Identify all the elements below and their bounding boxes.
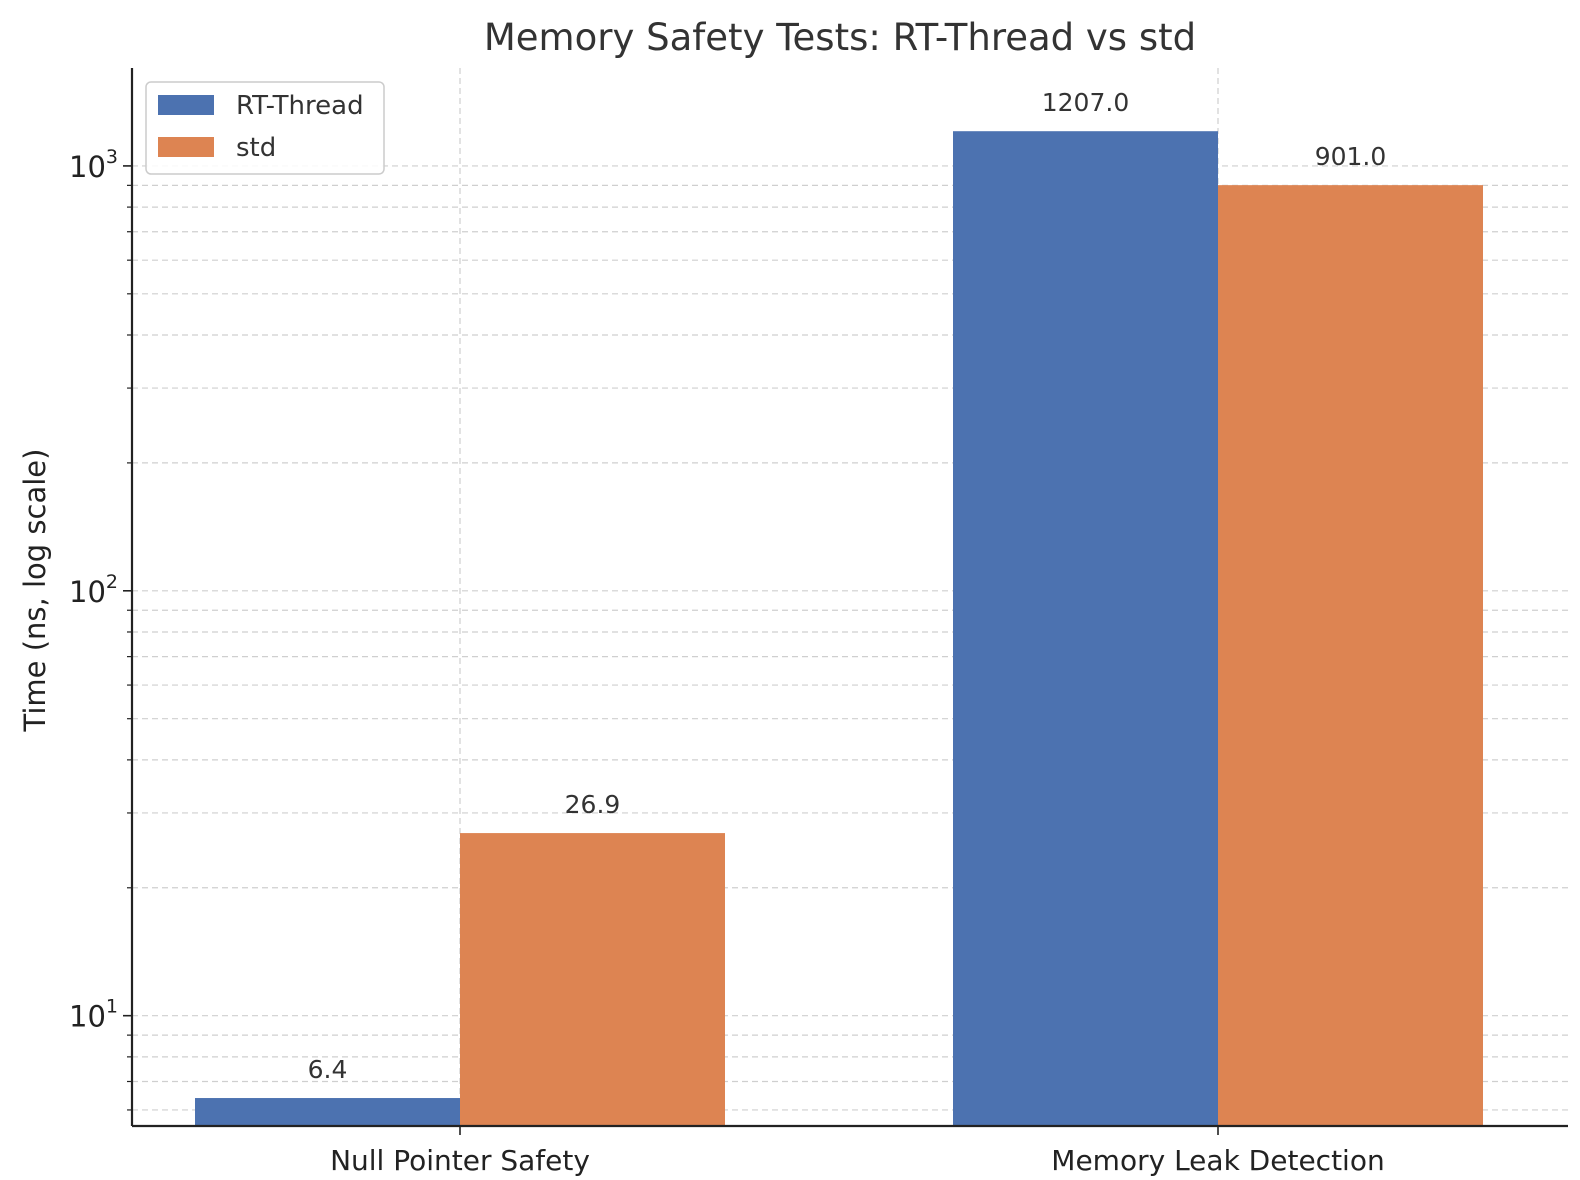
legend-label-std: std	[236, 133, 276, 163]
x-tick-label: Null Pointer Safety	[330, 1144, 590, 1177]
x-tick-label: Memory Leak Detection	[1051, 1144, 1384, 1177]
y-tick-label: 101	[69, 996, 118, 1034]
bars-layer	[195, 131, 1483, 1127]
bar-std-0	[460, 833, 725, 1126]
bar-rt-thread-1	[953, 131, 1218, 1127]
y-ticks-layer: 101 102 103	[69, 146, 132, 1111]
y-axis-label: Time (ns, log scale)	[18, 449, 52, 733]
legend-swatch-rt-thread	[158, 95, 214, 115]
bar-std-1	[1218, 185, 1483, 1127]
chart-title: Memory Safety Tests: RT-Thread vs std	[484, 16, 1196, 59]
y-tick-label: 102	[69, 571, 118, 609]
legend: RT-Thread std	[145, 81, 385, 175]
data-labels-layer: 6.4 1207.0 26.9 901.0	[308, 88, 1387, 1084]
legend-swatch-std	[158, 137, 214, 157]
data-label: 1207.0	[1042, 88, 1129, 117]
data-label: 901.0	[1315, 142, 1387, 171]
data-label: 26.9	[565, 790, 621, 819]
y-tick-label: 103	[69, 146, 118, 184]
x-ticks-layer: Null Pointer Safety Memory Leak Detection	[330, 1126, 1385, 1177]
legend-label-rt-thread: RT-Thread	[236, 91, 364, 121]
bar-rt-thread-0	[195, 1098, 460, 1126]
data-label: 6.4	[308, 1055, 348, 1084]
